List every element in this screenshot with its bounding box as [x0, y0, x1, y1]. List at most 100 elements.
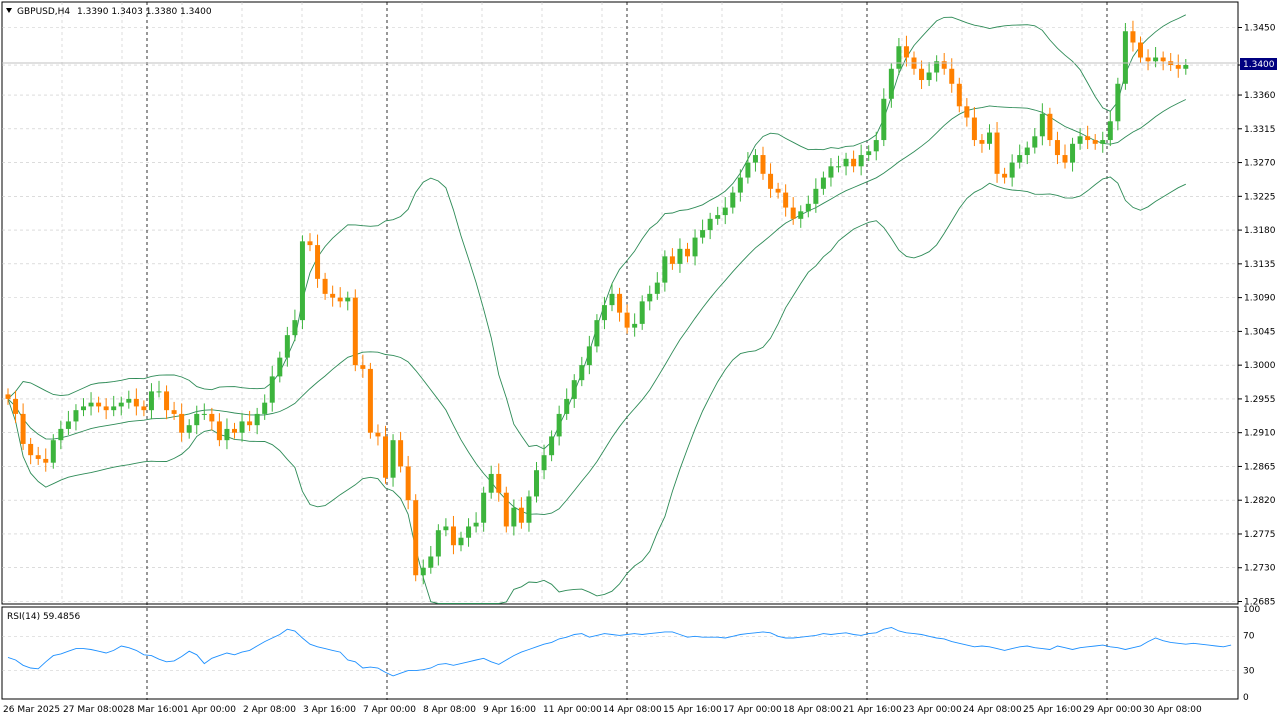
candle[interactable]: [254, 407, 260, 435]
candle[interactable]: [148, 383, 154, 420]
candle[interactable]: [783, 184, 789, 217]
candle[interactable]: [209, 407, 215, 431]
candle[interactable]: [133, 388, 139, 416]
candle[interactable]: [752, 149, 758, 172]
candle[interactable]: [1183, 59, 1189, 75]
candle[interactable]: [1017, 144, 1023, 169]
candle[interactable]: [458, 531, 464, 552]
candle[interactable]: [443, 518, 449, 537]
symbol-dropdown-icon[interactable]: [6, 8, 12, 13]
candle[interactable]: [1130, 20, 1136, 52]
candle[interactable]: [1085, 125, 1091, 150]
candle[interactable]: [1047, 107, 1053, 147]
candle[interactable]: [1153, 47, 1159, 68]
candle[interactable]: [1077, 128, 1083, 150]
candle[interactable]: [632, 313, 638, 337]
candle[interactable]: [1032, 128, 1038, 154]
candle[interactable]: [556, 405, 562, 446]
candle[interactable]: [352, 289, 358, 372]
candle[interactable]: [58, 420, 64, 450]
candle[interactable]: [934, 55, 940, 82]
candle[interactable]: [232, 422, 237, 439]
candle[interactable]: [1009, 154, 1015, 187]
candle[interactable]: [1054, 131, 1060, 165]
candle[interactable]: [164, 385, 170, 420]
candle[interactable]: [383, 425, 388, 484]
candle[interactable]: [994, 122, 1000, 183]
candle[interactable]: [186, 419, 192, 439]
candle[interactable]: [43, 448, 49, 472]
candle[interactable]: [654, 272, 660, 300]
candle[interactable]: [1002, 167, 1008, 184]
candle[interactable]: [903, 35, 909, 67]
candle[interactable]: [526, 490, 532, 532]
candle[interactable]: [820, 171, 826, 195]
candle[interactable]: [216, 413, 222, 447]
candle[interactable]: [926, 62, 932, 87]
candle[interactable]: [1122, 22, 1128, 90]
candle[interactable]: [420, 559, 426, 585]
candle[interactable]: [518, 497, 524, 529]
candle[interactable]: [1145, 49, 1151, 71]
candle[interactable]: [194, 405, 200, 435]
candle[interactable]: [118, 396, 124, 416]
candle[interactable]: [828, 158, 834, 187]
candle[interactable]: [269, 365, 275, 412]
candle[interactable]: [28, 437, 34, 465]
candle[interactable]: [1024, 141, 1030, 165]
candle[interactable]: [35, 446, 41, 465]
candle[interactable]: [315, 234, 321, 288]
candle[interactable]: [745, 152, 751, 184]
candle[interactable]: [707, 212, 713, 240]
candle[interactable]: [1160, 51, 1166, 71]
candle[interactable]: [488, 465, 494, 499]
candle[interactable]: [50, 434, 56, 469]
candle[interactable]: [239, 413, 245, 442]
candle[interactable]: [511, 499, 517, 536]
candle[interactable]: [307, 233, 313, 252]
candle[interactable]: [1092, 134, 1098, 150]
candle[interactable]: [601, 296, 607, 330]
candle[interactable]: [888, 62, 894, 108]
candle[interactable]: [428, 545, 434, 574]
candle[interactable]: [473, 512, 479, 533]
candle[interactable]: [617, 287, 623, 322]
candle[interactable]: [896, 38, 902, 75]
candle[interactable]: [13, 390, 19, 423]
candle[interactable]: [284, 326, 290, 367]
candle[interactable]: [881, 88, 887, 147]
candle[interactable]: [111, 395, 117, 417]
candle[interactable]: [435, 524, 441, 566]
candle[interactable]: [481, 486, 487, 532]
candle[interactable]: [987, 124, 992, 150]
candle[interactable]: [647, 285, 653, 311]
candle[interactable]: [367, 362, 373, 439]
candle[interactable]: [571, 374, 577, 408]
candle[interactable]: [88, 392, 94, 416]
candle[interactable]: [345, 291, 351, 311]
candle[interactable]: [1138, 36, 1143, 64]
candle[interactable]: [805, 195, 811, 218]
candle[interactable]: [737, 169, 743, 202]
candlesticks[interactable]: [5, 20, 1189, 585]
candle[interactable]: [639, 295, 645, 330]
candle[interactable]: [971, 107, 977, 147]
candle[interactable]: [700, 219, 706, 244]
candle[interactable]: [609, 283, 615, 312]
candle[interactable]: [541, 444, 547, 480]
candle[interactable]: [586, 335, 592, 375]
candle[interactable]: [685, 242, 690, 263]
candle[interactable]: [503, 486, 509, 533]
candle[interactable]: [390, 434, 396, 487]
candle[interactable]: [262, 394, 268, 420]
candle[interactable]: [858, 144, 864, 176]
candle[interactable]: [979, 134, 985, 153]
candle[interactable]: [760, 146, 766, 180]
candle[interactable]: [322, 272, 328, 300]
candle[interactable]: [413, 494, 419, 582]
candle[interactable]: [866, 145, 872, 162]
candle[interactable]: [141, 400, 147, 417]
candle[interactable]: [919, 60, 925, 90]
candle[interactable]: [496, 463, 502, 502]
